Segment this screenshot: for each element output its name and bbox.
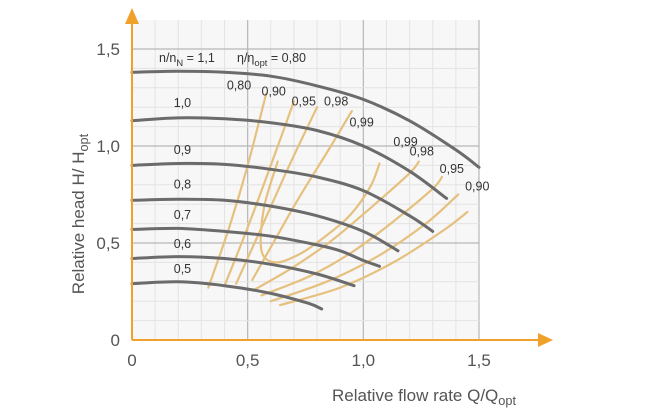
head-curve-0-9 — [130, 161, 435, 233]
efficiency-header-label: η/ηopt = 0,80 — [237, 51, 306, 68]
efficiency-label: 0,80 — [227, 79, 251, 93]
y-tick-label: 0 — [111, 331, 120, 350]
head-curve-0-8 — [130, 197, 400, 253]
x-axis-arrow — [538, 333, 553, 347]
head-curve-0-7 — [130, 226, 381, 268]
head-curve-1-1 — [130, 69, 481, 169]
speed-header-label: n/nN = 1,1 — [159, 51, 215, 68]
efficiency-curve-0-90 — [223, 100, 295, 287]
efficiency-curve-0-99-inner- — [259, 160, 381, 264]
efficiency-label: 0,90 — [262, 85, 286, 99]
y-axis-arrow — [125, 8, 139, 24]
efficiency-curve-0-95 — [235, 106, 319, 285]
head-curve-label: 0,8 — [174, 178, 191, 192]
x-tick-label: 0,5 — [236, 351, 260, 370]
efficiency-curve-0-98 — [251, 110, 353, 281]
efficiency-label: 0,90 — [465, 180, 489, 194]
y-tick-label: 1,5 — [96, 40, 120, 59]
head-curve-label: 1,0 — [174, 96, 191, 110]
head-curve-label: 0,7 — [174, 208, 191, 222]
efficiency-label: 0,99 — [349, 116, 373, 130]
efficiency-label: 0,95 — [292, 94, 316, 108]
y-axis-title-group: Relative head H/ Hopt — [69, 133, 91, 294]
head-curve-label: 0,9 — [174, 143, 191, 157]
efficiency-label: 0,98 — [410, 145, 434, 159]
head-curve-0-5 — [130, 280, 324, 311]
x-tick-label: 1,5 — [467, 351, 491, 370]
efficiency-curve-0-90-lower- — [279, 210, 469, 307]
efficiency-label: 0,99 — [393, 135, 417, 149]
efficiency-label: 0,98 — [324, 94, 348, 108]
x-axis-title: Relative flow rate Q/Qopt — [332, 386, 516, 408]
efficiency-label: 0,95 — [440, 162, 464, 176]
head-curve-0-6 — [130, 255, 356, 288]
head-curve-1-0 — [130, 116, 449, 200]
head-curve-label: 0,5 — [174, 262, 191, 276]
y-tick-label: 0,5 — [96, 234, 120, 253]
y-tick-label: 1,0 — [96, 137, 120, 156]
x-tick-label: 1,0 — [352, 351, 376, 370]
efficiency-curve-0-95-lower- — [269, 193, 460, 303]
head-curve-label: 0,6 — [174, 237, 191, 251]
y-axis-title: Relative head H/ Hopt — [69, 133, 91, 294]
x-tick-label: 0 — [127, 351, 136, 370]
